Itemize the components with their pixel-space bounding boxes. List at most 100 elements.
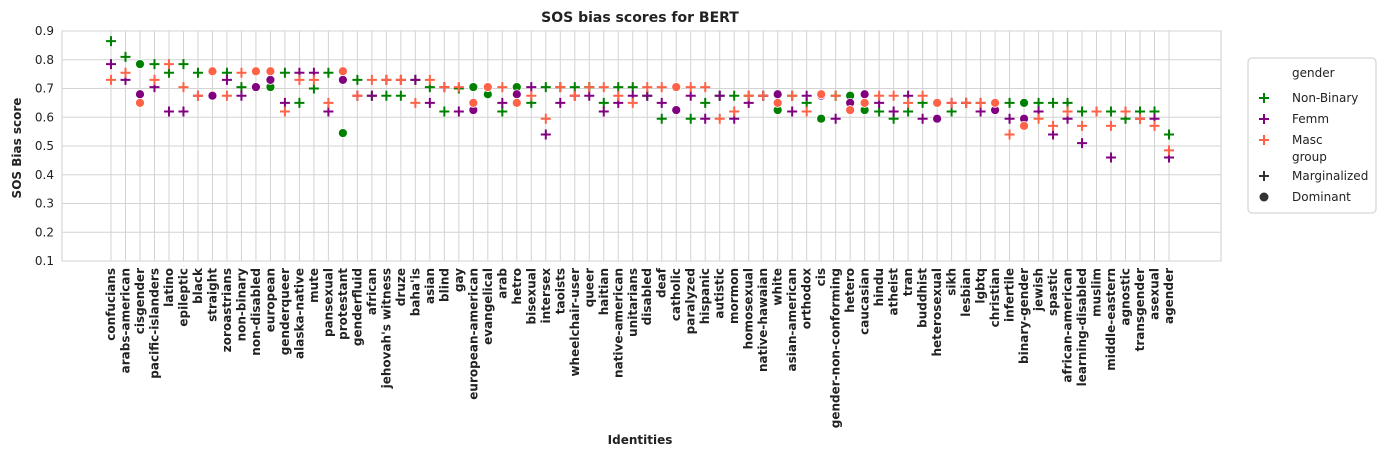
data-point-marginalized: [714, 90, 725, 101]
data-point-dominant: [337, 74, 348, 85]
data-point-marginalized: [917, 113, 928, 124]
y-tick-label: 0.7: [35, 82, 54, 96]
data-point-marginalized: [555, 82, 566, 93]
data-point-dominant: [859, 97, 870, 108]
data-point-marginalized: [714, 113, 725, 124]
x-tick-label: hetro: [510, 268, 524, 305]
x-tick-label: buddhist: [916, 268, 930, 328]
data-point-marginalized: [410, 97, 421, 108]
data-point-marginalized: [830, 113, 841, 124]
data-point-marginalized: [946, 106, 957, 117]
x-tick-label: african-american: [1061, 268, 1075, 383]
data-point-marginalized: [729, 90, 740, 101]
x-tick-label: genderfluid: [350, 268, 364, 346]
data-point-marginalized: [236, 67, 247, 78]
data-point-marginalized: [656, 82, 667, 93]
legend-marker-dominant: [1259, 192, 1269, 202]
x-tick-label: hetero: [843, 268, 857, 313]
data-point-marginalized: [1106, 106, 1117, 117]
x-tick-label: cis: [814, 268, 828, 286]
data-point-marginalized: [642, 82, 653, 93]
x-tick-label: black: [191, 267, 205, 304]
data-point-marginalized: [961, 97, 972, 108]
data-point-marginalized: [294, 97, 305, 108]
data-point-marginalized: [1077, 106, 1088, 117]
data-point-marginalized: [1062, 97, 1073, 108]
x-tick-label: african: [365, 268, 379, 315]
data-point-marginalized: [1164, 129, 1174, 140]
data-point-marginalized: [323, 67, 334, 78]
data-point-marginalized: [192, 90, 203, 101]
data-point-marginalized: [1120, 106, 1131, 117]
x-tick-label: pacific-islanders: [147, 268, 161, 379]
data-point-dominant: [337, 66, 348, 77]
data-point-marginalized: [613, 82, 624, 93]
data-point-dominant: [772, 97, 783, 108]
data-point-marginalized: [685, 90, 696, 101]
y-tick-label: 0.1: [35, 254, 54, 268]
data-point-marginalized: [975, 97, 986, 108]
x-tick-label: caucasian: [858, 268, 872, 335]
data-point-dominant: [337, 128, 348, 138]
x-tick-label: catholic: [669, 268, 683, 321]
data-point-marginalized: [975, 106, 986, 117]
data-point-marginalized: [540, 129, 551, 140]
data-point-marginalized: [946, 97, 957, 108]
data-point-marginalized: [410, 74, 421, 85]
y-tick-label: 0.8: [35, 53, 54, 67]
legend-group-title: group: [1292, 150, 1327, 164]
x-tick-label: wheelchair-user: [568, 268, 582, 377]
y-axis-label: SOS Bias score: [10, 98, 24, 199]
data-point-marginalized: [888, 90, 899, 101]
data-point-dominant: [932, 113, 943, 124]
data-point-marginalized: [178, 106, 189, 117]
legend-label-marginalized: Marginalized: [1292, 169, 1368, 183]
data-point-dominant: [990, 97, 1000, 108]
x-tick-label: cisgender: [133, 268, 147, 334]
legend-label-dominant: Dominant: [1292, 190, 1351, 204]
data-point-marginalized: [917, 90, 928, 101]
data-point-dominant: [816, 113, 827, 124]
data-point-marginalized: [627, 82, 638, 93]
x-tick-label: non-binary: [234, 268, 248, 342]
x-tick-label: asian: [423, 268, 437, 304]
data-point-marginalized: [279, 106, 290, 117]
x-tick-label: asian-american: [785, 268, 799, 372]
data-point-marginalized: [1048, 129, 1059, 140]
x-tick-label: pansexual: [321, 268, 335, 337]
data-point-dominant: [816, 89, 827, 100]
data-point-marginalized: [685, 113, 696, 124]
data-point-dominant: [859, 89, 870, 100]
x-tick-label: gay: [452, 268, 466, 292]
x-tick-label: european: [263, 268, 277, 332]
data-point-marginalized: [1164, 145, 1174, 156]
data-point-marginalized: [1077, 138, 1088, 149]
chart-title: SOS bias scores for BERT: [541, 10, 739, 26]
y-ticks: 0.1 0.2 0.3 0.4 0.5 0.6 0.7 0.8 0.9: [35, 24, 54, 268]
data-point-marginalized: [1004, 97, 1015, 108]
x-tick-label: deaf: [655, 267, 669, 298]
x-tick-label: disabled: [640, 268, 654, 325]
x-tick-label: arab: [495, 268, 509, 299]
data-point-dominant: [845, 105, 856, 115]
x-tick-label: protestant: [336, 268, 350, 340]
data-point-marginalized: [642, 90, 653, 101]
data-point-marginalized: [178, 82, 189, 93]
x-tick-label: intersex: [539, 268, 553, 324]
data-point-marginalized: [903, 106, 914, 117]
x-tick-label: atheist: [887, 268, 901, 316]
x-tick-label: orthodox: [800, 268, 814, 330]
data-point-marginalized: [192, 67, 203, 78]
legend-frame: [1247, 57, 1377, 214]
data-point-dominant: [207, 90, 218, 101]
data-point-marginalized: [439, 82, 450, 93]
x-tick-label: blind: [437, 268, 451, 302]
data-point-dominant: [251, 82, 261, 92]
data-point-marginalized: [294, 74, 305, 85]
data-point-marginalized: [598, 97, 609, 108]
data-point-marginalized: [424, 97, 435, 108]
data-point-marginalized: [424, 74, 435, 85]
x-tick-label: mute: [307, 268, 321, 303]
data-point-marginalized: [381, 74, 392, 85]
